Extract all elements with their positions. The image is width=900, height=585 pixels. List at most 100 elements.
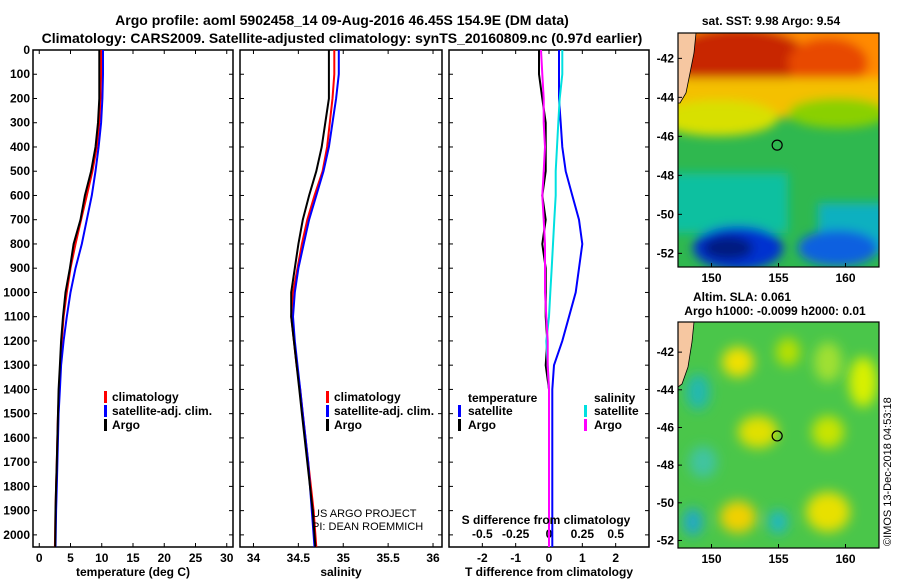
sst-lat-label: -50 bbox=[657, 207, 675, 221]
y-tick-label: 700 bbox=[10, 213, 30, 227]
legend-swatch-argo bbox=[326, 419, 329, 431]
credits-line1: US ARGO PROJECT bbox=[312, 508, 417, 520]
x-tick-label: -2 bbox=[477, 551, 488, 565]
y-tick-label: 1600 bbox=[3, 431, 30, 445]
sst-lon-label: 160 bbox=[835, 271, 855, 285]
sst-map-field bbox=[678, 33, 879, 267]
sla-lat-label: -46 bbox=[657, 420, 675, 434]
y-tick-label: 400 bbox=[10, 140, 30, 154]
top-x-tick-label: -0.5 bbox=[472, 527, 493, 541]
x-tick-label: 1 bbox=[579, 551, 586, 565]
sst-float-marker bbox=[771, 139, 783, 151]
legend-label-t-satellite: satellite bbox=[468, 404, 513, 418]
top-x-tick-label: -0.25 bbox=[502, 527, 530, 541]
sst-lat-label: -52 bbox=[657, 246, 675, 260]
series-line-climatology bbox=[53, 50, 103, 548]
x-tick-label: 34.5 bbox=[287, 551, 311, 565]
title-line2: Climatology: CARS2009. Satellite-adjuste… bbox=[42, 30, 643, 46]
top-x-tick-label: 0.25 bbox=[571, 527, 595, 541]
series-line-s-argo bbox=[540, 49, 550, 547]
sla-lat-label: -50 bbox=[657, 496, 675, 510]
temperature-legend: climatology satellite-adj. clim. Argo bbox=[104, 390, 212, 432]
credits-line2: PI: DEAN ROEMMICH bbox=[312, 521, 423, 533]
y-tick-label: 1400 bbox=[3, 382, 30, 396]
sla-map-field bbox=[678, 322, 879, 548]
series-line-t-satellite bbox=[551, 50, 584, 547]
difference-top-xlabel: S difference from climatology bbox=[462, 513, 631, 527]
legend-label-satellite: satellite-adj. clim. bbox=[334, 404, 434, 418]
x-tick-label: 35 bbox=[337, 551, 351, 565]
legend-swatch-argo bbox=[104, 419, 107, 431]
legend-label-s-argo: Argo bbox=[594, 418, 622, 432]
y-tick-label: 1700 bbox=[3, 455, 30, 469]
y-tick-label: 300 bbox=[10, 116, 30, 130]
legend-label-s-satellite: satellite bbox=[594, 404, 639, 418]
series-layer bbox=[53, 49, 584, 548]
x-tick-label: 15 bbox=[126, 551, 140, 565]
legend-label-climatology: climatology bbox=[334, 390, 401, 404]
y-tick-label: 1900 bbox=[3, 504, 30, 518]
temperature-panel bbox=[32, 49, 234, 548]
legend-label-satellite: satellite-adj. clim. bbox=[112, 404, 212, 418]
y-tick-label: 600 bbox=[10, 188, 30, 202]
y-tick-label: 1100 bbox=[4, 310, 30, 324]
series-line-argo bbox=[290, 50, 330, 548]
legend-label-climatology: climatology bbox=[112, 390, 179, 404]
sla-map-title2: Argo h1000: -0.0099 h2000: 0.01 bbox=[684, 304, 866, 318]
legend-swatch-s-satellite bbox=[584, 405, 587, 417]
series-line-satellite-adj-clim- bbox=[291, 50, 340, 548]
sst-lat-label: -44 bbox=[657, 90, 675, 104]
salinity-legend: climatology satellite-adj. clim. Argo bbox=[326, 390, 434, 432]
legend-label-argo: Argo bbox=[112, 418, 140, 432]
y-tick-label: 1800 bbox=[3, 479, 30, 493]
y-tick-label: 1300 bbox=[3, 358, 30, 372]
map-axes-layer: -42 -44 -46 -48 -50 -52 150 155 160 -42 -44 -46 -48 -… bbox=[657, 51, 856, 566]
top-x-tick-label: 0.5 bbox=[607, 527, 624, 541]
sla-map-title1: Altim. SLA: 0.061 bbox=[693, 290, 791, 304]
sla-lat-label: -48 bbox=[657, 458, 675, 472]
legend-label-t-argo: Argo bbox=[468, 418, 496, 432]
y-tick-label: 1000 bbox=[3, 285, 30, 299]
sla-float-marker bbox=[771, 430, 783, 442]
x-tick-label: -1 bbox=[510, 551, 521, 565]
y-tick-label: 100 bbox=[10, 67, 30, 81]
timestamp: ©IMOS 13-Dec-2018 04:53:18 bbox=[882, 397, 894, 546]
salinity-panel bbox=[239, 49, 443, 548]
legend-swatch-climatology bbox=[104, 391, 107, 403]
salinity-xlabel: salinity bbox=[320, 565, 362, 579]
sst-lat-label: -48 bbox=[657, 168, 675, 182]
sla-lat-label: -42 bbox=[657, 345, 675, 359]
difference-legend-temperature: temperature satellite Argo bbox=[458, 391, 538, 432]
y-tick-label: 1200 bbox=[3, 334, 30, 348]
difference-legend-salinity: salinity satellite Argo bbox=[584, 391, 639, 432]
x-tick-label: 2 bbox=[612, 551, 619, 565]
sst-map bbox=[677, 32, 880, 268]
sla-lon-label: 160 bbox=[835, 552, 855, 566]
series-line-satellite-adj-clim- bbox=[54, 50, 104, 548]
sst-lat-label: -46 bbox=[657, 129, 675, 143]
sst-lon-label: 150 bbox=[701, 271, 721, 285]
temperature-xlabel: temperature (deg C) bbox=[76, 565, 190, 579]
sst-lon-label: 155 bbox=[768, 271, 788, 285]
y-tick-label: 800 bbox=[10, 237, 30, 251]
legend-swatch-t-satellite bbox=[458, 405, 461, 417]
y-tick-label: 200 bbox=[10, 91, 30, 105]
sla-lat-label: -44 bbox=[657, 383, 675, 397]
y-tick-label: 1500 bbox=[3, 407, 30, 421]
y-tick-label: 500 bbox=[10, 164, 30, 178]
y-tick-label: 900 bbox=[10, 261, 30, 275]
y-tick-label: 0 bbox=[23, 43, 30, 57]
x-tick-label: 5 bbox=[67, 551, 74, 565]
x-tick-label: 10 bbox=[95, 551, 109, 565]
x-tick-label: 34 bbox=[247, 551, 261, 565]
x-tick-label: 0 bbox=[546, 551, 553, 565]
series-line-climatology bbox=[290, 50, 336, 548]
sla-map bbox=[677, 321, 880, 549]
sst-map-title: sat. SST: 9.98 Argo: 9.54 bbox=[702, 14, 841, 28]
title-line1: Argo profile: aoml 5902458_14 09-Aug-201… bbox=[115, 12, 569, 28]
y-tick-label: 2000 bbox=[3, 528, 30, 542]
x-tick-label: 20 bbox=[158, 551, 172, 565]
legend-label-argo: Argo bbox=[334, 418, 362, 432]
series-line-argo bbox=[54, 50, 101, 548]
